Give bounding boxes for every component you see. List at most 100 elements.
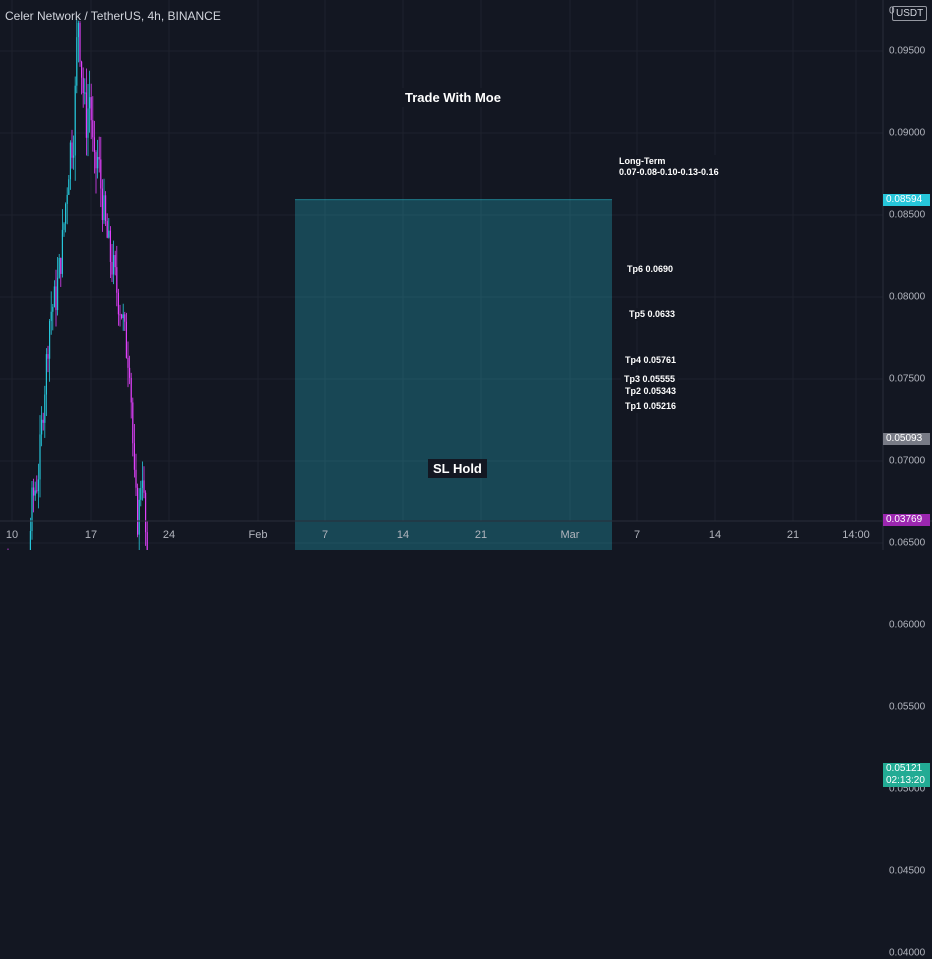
candle-body: [29, 530, 31, 550]
sl-hold-label[interactable]: SL Hold: [428, 459, 487, 478]
candle-body: [52, 306, 54, 312]
candle-body: [122, 314, 124, 319]
price-tick-label: 0.05500: [889, 701, 926, 713]
tp2-label[interactable]: Tp2 0.05343: [622, 385, 680, 398]
candle-body: [129, 367, 131, 378]
time-tick-label: 21: [474, 529, 488, 541]
candle-body: [106, 221, 108, 238]
candle-body: [117, 292, 119, 315]
price-chart[interactable]: [0, 0, 932, 550]
candle-body: [33, 487, 35, 496]
price-tick-partial: 0: [889, 5, 895, 17]
time-tick-label: 7: [321, 529, 329, 541]
time-tick-label: 7: [633, 529, 641, 541]
candle-body: [73, 155, 75, 158]
candle-body: [95, 152, 97, 169]
candle-body: [109, 230, 111, 262]
price-tick-label: 0.06500: [889, 537, 926, 549]
candle-body: [34, 490, 36, 496]
trade-title-label[interactable]: Trade With Moe: [400, 88, 506, 107]
candle-body: [138, 499, 140, 535]
time-tick-label: 21: [786, 529, 800, 541]
time-tick-label: 24: [162, 529, 176, 541]
candle-body: [45, 354, 47, 395]
price-tick-label: 0.09000: [889, 127, 926, 139]
candle-body: [90, 97, 92, 121]
candle-body: [82, 77, 84, 94]
candle-body: [101, 188, 103, 221]
price-tick-label: 0.04000: [889, 947, 926, 959]
price-tick-label: 0.07500: [889, 373, 926, 385]
tp5-label[interactable]: Tp5 0.0633: [626, 308, 679, 321]
long-term-label[interactable]: Long-Term 0.07-0.08-0.10-0.13-0.16: [616, 155, 722, 179]
candle-body: [125, 321, 127, 358]
candle-body: [69, 142, 71, 180]
candle-body: [61, 229, 63, 274]
candle-body: [119, 314, 121, 316]
price-tick-label: 0.06000: [889, 619, 926, 631]
candle-body: [87, 108, 89, 138]
candle-body: [135, 469, 137, 488]
candle-body: [127, 357, 129, 368]
symbol-title: Celer Network / TetherUS, 4h, BINANCE: [5, 9, 221, 23]
candle-body: [47, 354, 49, 359]
tp4-label[interactable]: Tp4 0.05761: [622, 354, 680, 367]
price-tick-label: 0.08000: [889, 291, 926, 303]
candle-body: [60, 258, 62, 274]
tp3-label[interactable]: Tp3 0.05555: [621, 373, 679, 386]
candle-body: [114, 255, 116, 268]
candle-body: [145, 492, 147, 533]
candle-body: [121, 314, 123, 319]
bar-countdown: 02:13:20: [886, 775, 925, 787]
time-tick-label: 17: [84, 529, 98, 541]
candle-body: [97, 156, 99, 169]
axis-layer: [0, 0, 932, 550]
time-tick-label: 14: [396, 529, 410, 541]
candle-body: [105, 195, 107, 222]
price-tag-stop: 0.03769: [883, 514, 930, 526]
candle-body: [55, 286, 57, 311]
tp6-label[interactable]: Tp6 0.0690: [624, 263, 677, 276]
candle-body: [89, 97, 91, 109]
candle-body: [100, 159, 102, 189]
candle-body: [66, 194, 68, 204]
candle-body: [137, 487, 139, 535]
candle-body: [41, 419, 43, 435]
candle-body: [143, 480, 145, 493]
candle-body: [133, 443, 135, 470]
price-tick-label: 0.07000: [889, 455, 926, 467]
candle-body: [92, 120, 94, 138]
candle-body: [57, 277, 59, 311]
candle-body: [132, 402, 134, 444]
time-tick-label: Feb: [248, 529, 268, 541]
long-term-targets: 0.07-0.08-0.10-0.13-0.16: [619, 167, 719, 177]
time-tick-label: 14: [708, 529, 722, 541]
current-price-value: 0.05121: [886, 763, 923, 775]
time-tick-label: 14:00: [842, 529, 870, 541]
time-tick-label: Mar: [560, 529, 580, 541]
candle-body: [65, 203, 67, 224]
price-tick-label: 0.08500: [889, 209, 926, 221]
candle-body: [53, 286, 55, 307]
price-tag-bar: 0.05093: [883, 433, 930, 445]
candle-body: [81, 61, 83, 78]
tp1-label[interactable]: Tp1 0.05216: [622, 400, 680, 413]
candle-body: [146, 532, 148, 550]
candle-body: [44, 394, 46, 423]
candle-body: [39, 434, 41, 480]
candle-body: [124, 314, 126, 322]
candle-body: [98, 156, 100, 160]
candle-series: [7, 19, 148, 550]
candle-body: [71, 142, 73, 158]
candle-body: [37, 479, 39, 491]
price-tick-label: 0.04500: [889, 865, 926, 877]
candle-body: [36, 490, 38, 492]
currency-selector[interactable]: USDT: [892, 6, 928, 21]
candle-body: [108, 230, 110, 238]
candle-body: [76, 37, 78, 86]
profit-zone: [295, 199, 612, 550]
candle-body: [113, 255, 115, 275]
candle-body: [63, 223, 65, 230]
candle-body: [140, 487, 142, 500]
candle-body: [141, 480, 143, 488]
